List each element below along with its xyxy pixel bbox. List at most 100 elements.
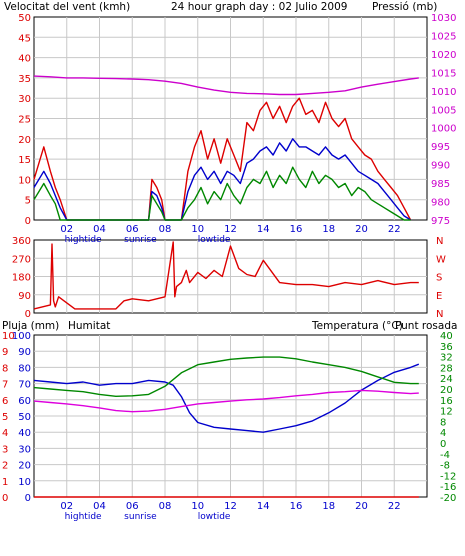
- pressure-tick-label: 995: [431, 142, 450, 153]
- rain-tick-label: 10: [2, 331, 15, 342]
- temperature-tick-label: 20: [440, 385, 453, 396]
- hour-tick-label: 14: [257, 224, 270, 235]
- tide-annotation: sunrise: [124, 512, 157, 522]
- wind-axis-label: Velocitat del vent (kmh): [4, 1, 130, 13]
- rain-tick-label: 0: [2, 493, 8, 504]
- humidity-tick-label: 20: [18, 461, 31, 472]
- hour-tick-label: 02: [60, 501, 73, 512]
- rain-tick-label: 4: [2, 428, 8, 439]
- humidity-tick-label: 40: [18, 428, 31, 439]
- hour-tick-label: 20: [355, 501, 368, 512]
- rain-tick-label: 9: [2, 347, 8, 358]
- tide-annotation: hightide: [65, 235, 102, 245]
- tide-annotation: sunrise: [124, 235, 157, 245]
- compass-label: W: [436, 254, 446, 265]
- wind-tick-label: 50: [18, 13, 31, 24]
- wind-tick-label: 45: [18, 33, 31, 44]
- axis-ticks: 0510152025303540455097598098599099510001…: [2, 13, 456, 522]
- humidity-tick-label: 70: [18, 380, 31, 391]
- temperature-tick-label: -20: [440, 493, 456, 504]
- hour-tick-label: 18: [322, 224, 335, 235]
- hour-tick-label: 06: [126, 501, 139, 512]
- temperature-tick-label: 32: [440, 353, 453, 364]
- wind-tick-label: 5: [25, 196, 31, 207]
- compass-label: N: [436, 236, 443, 247]
- compass-label: S: [436, 273, 442, 284]
- pressure-tick-label: 1015: [431, 68, 456, 79]
- hour-tick-label: 20: [355, 224, 368, 235]
- tide-annotation: lowtide: [198, 235, 231, 245]
- temperature-tick-label: 36: [440, 342, 453, 353]
- temperature-axis-label: Temperatura (°C): [311, 320, 403, 332]
- tide-annotation: hightide: [65, 512, 102, 522]
- wind-tick-label: 20: [18, 135, 31, 146]
- humidity-tick-label: 80: [18, 363, 31, 374]
- compass-label: E: [436, 291, 442, 302]
- rain-tick-label: 8: [2, 363, 8, 374]
- humidity-tick-label: 60: [18, 396, 31, 407]
- hour-tick-label: 22: [388, 501, 401, 512]
- rain-tick-label: 2: [2, 461, 8, 472]
- wind-tick-label: 15: [18, 155, 31, 166]
- direction-tick-label: 180: [12, 273, 31, 284]
- hour-tick-label: 04: [93, 501, 106, 512]
- rain-tick-label: 6: [2, 396, 8, 407]
- compass-label: N: [436, 309, 443, 320]
- hour-tick-label: 14: [257, 501, 270, 512]
- temperature-tick-label: -8: [440, 461, 450, 472]
- pressure-tick-label: 1020: [431, 50, 456, 61]
- series-dewpoint: [33, 389, 419, 413]
- humidity-tick-label: 50: [18, 412, 31, 423]
- hour-tick-label: 06: [126, 224, 139, 235]
- pressure-tick-label: 1030: [431, 13, 456, 24]
- pressure-tick-label: 990: [431, 161, 450, 172]
- chart-title: 24 hour graph day : 02 Julio 2009: [171, 1, 347, 13]
- direction-tick-label: 0: [25, 309, 31, 320]
- temperature-tick-label: 24: [440, 374, 453, 385]
- rain-tick-label: 1: [2, 477, 8, 488]
- rain-tick-label: 3: [2, 444, 8, 455]
- hour-tick-label: 12: [224, 224, 237, 235]
- grid-lines: [34, 17, 427, 497]
- temperature-tick-label: 12: [440, 407, 453, 418]
- wind-tick-label: 10: [18, 175, 31, 186]
- humidity-tick-label: 100: [12, 331, 31, 342]
- hour-tick-label: 10: [191, 224, 204, 235]
- hour-tick-label: 08: [159, 501, 172, 512]
- humidity-tick-label: 0: [25, 493, 31, 504]
- series-humidity: [33, 363, 420, 433]
- wind-tick-label: 35: [18, 74, 31, 85]
- direction-tick-label: 270: [12, 254, 31, 265]
- rain-axis-label: Pluja (mm): [2, 320, 59, 332]
- pressure-tick-label: 975: [431, 216, 450, 227]
- pressure-tick-label: 985: [431, 179, 450, 190]
- pressure-tick-label: 1025: [431, 31, 456, 42]
- hour-tick-label: 08: [159, 224, 172, 235]
- temperature-tick-label: 28: [440, 363, 453, 374]
- tide-annotation: lowtide: [198, 512, 231, 522]
- pressure-axis-label: Pressió (mb): [372, 1, 437, 13]
- hour-tick-label: 18: [322, 501, 335, 512]
- temperature-tick-label: 40: [440, 331, 453, 342]
- temperature-tick-label: 8: [440, 417, 446, 428]
- hour-tick-label: 16: [290, 501, 303, 512]
- rain-tick-label: 5: [2, 412, 8, 423]
- data-lines: [33, 75, 420, 498]
- humidity-tick-label: 30: [18, 444, 31, 455]
- rain-tick-label: 7: [2, 380, 8, 391]
- temperature-tick-label: -4: [440, 450, 450, 461]
- hour-tick-label: 22: [388, 224, 401, 235]
- wind-tick-label: 40: [18, 54, 31, 65]
- series-wind-direction: [33, 241, 419, 310]
- temperature-tick-label: 4: [440, 428, 446, 439]
- direction-tick-label: 90: [18, 291, 31, 302]
- pressure-tick-label: 1010: [431, 87, 456, 98]
- humidity-axis-label: Humitat: [68, 320, 110, 332]
- wind-tick-label: 0: [25, 216, 31, 227]
- temperature-tick-label: 0: [440, 439, 446, 450]
- pressure-tick-label: 1000: [431, 124, 456, 135]
- series-temperature: [33, 356, 419, 397]
- pressure-tick-label: 980: [431, 198, 450, 209]
